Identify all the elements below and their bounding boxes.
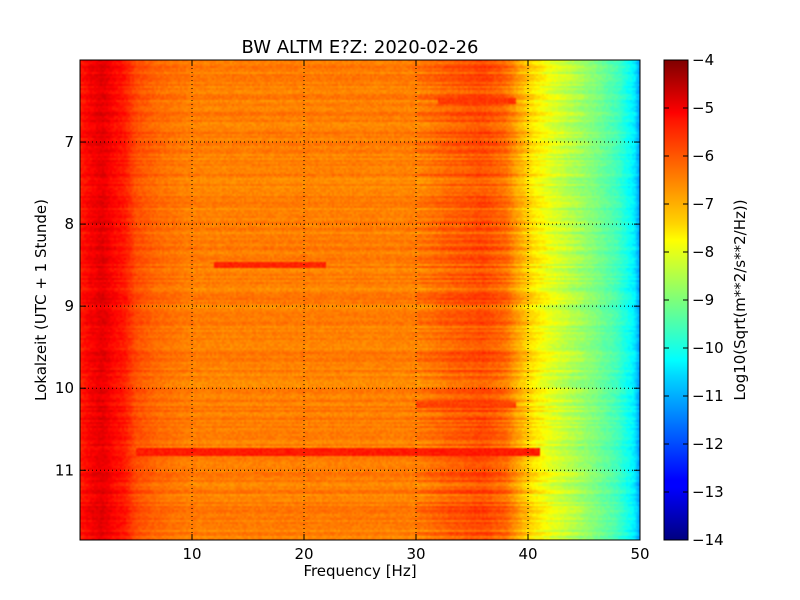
y-axis: 7 8 9 10 11 (55, 133, 640, 479)
x-tick-label: 40 (518, 545, 537, 563)
plot-frame (79, 59, 641, 541)
colorbar-tick-label: −4 (692, 51, 714, 69)
spectrogram-heatmap (80, 60, 640, 540)
y-tick-label: 8 (64, 215, 74, 233)
x-axis-label: Frequency [Hz] (303, 562, 416, 580)
x-tick-label: 20 (294, 545, 313, 563)
colorbar-tick-label: −11 (692, 387, 724, 405)
x-tick-label: 10 (182, 545, 201, 563)
x-tick-label: 30 (406, 545, 425, 563)
colorbar-ticks: −4 −5 −6 −7 −8 −9 −10 −11 −12 −13 −14 (664, 51, 724, 549)
colorbar-tick-label: −5 (692, 99, 714, 117)
chart-title: BW ALTM E?Z: 2020-02-26 (242, 37, 479, 58)
x-axis: 10 20 30 40 50 (182, 60, 650, 563)
colorbar-tick-label: −13 (692, 483, 724, 501)
colorbar-label: Log10(Sqrt(m**2/s**2/Hz)) (731, 199, 749, 400)
y-tick-label: 11 (55, 461, 74, 479)
y-tick-label: 10 (55, 379, 74, 397)
colorbar: −4 −5 −6 −7 −8 −9 −10 −11 −12 −13 −14 Log10(Sqrt(m… (663, 51, 749, 549)
colorbar-tick-label: −8 (692, 243, 714, 261)
y-axis-label: Lokalzeit (UTC + 1 Stunde) (32, 199, 50, 401)
colorbar-tick-label: −9 (692, 291, 714, 309)
x-tick-label: 50 (630, 545, 649, 563)
y-tick-label: 9 (64, 297, 74, 315)
colorbar-tick-label: −12 (692, 435, 724, 453)
grid-lines (80, 60, 640, 540)
colorbar-tick-label: −7 (692, 195, 714, 213)
colorbar-tick-label: −6 (692, 147, 714, 165)
colorbar-tick-label: −10 (692, 339, 724, 357)
colorbar-tick-label: −14 (692, 531, 724, 549)
y-tick-label: 7 (64, 133, 74, 151)
